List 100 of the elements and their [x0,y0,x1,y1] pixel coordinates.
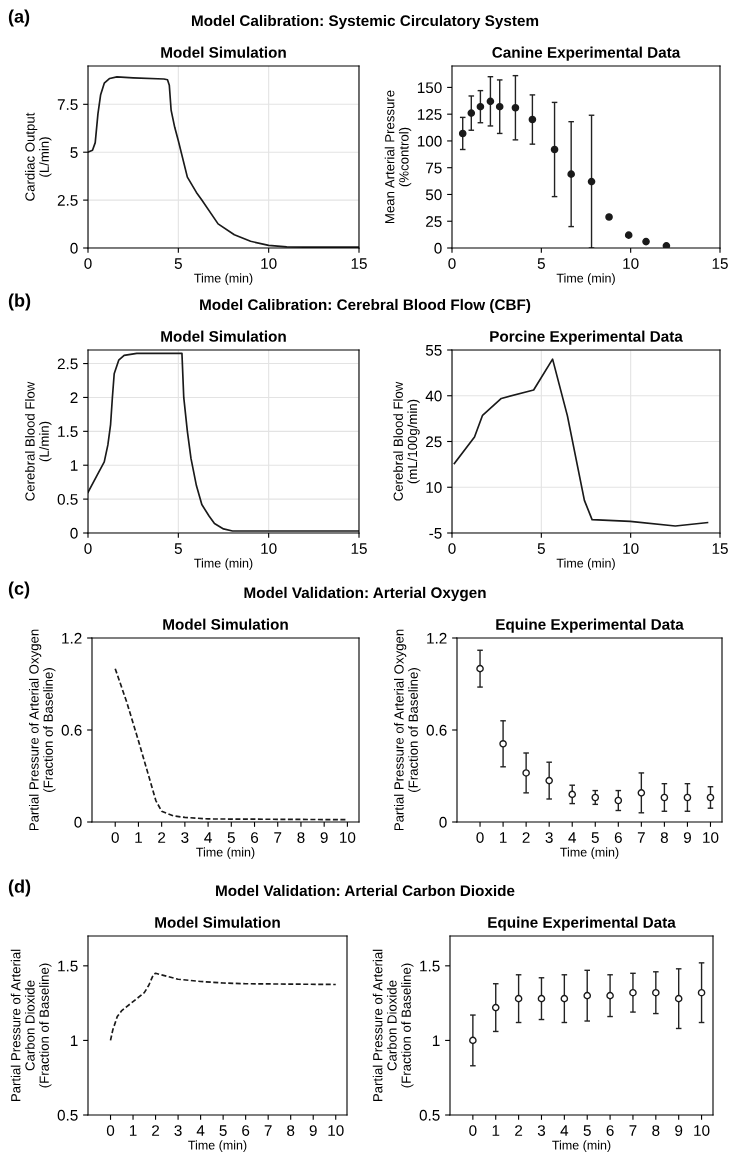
x-axis-title: Time (min) [552,1140,611,1152]
x-axis-title: Time (min) [560,847,619,859]
y-axis-title: Cerebral Blood Flow (L/min) [24,381,52,501]
y-tick-label: 0.6 [61,724,82,736]
line-series [453,358,709,527]
x-tick-label: 15 [712,543,728,554]
x-axis-title: Time (min) [556,558,615,570]
text: Model Calibration: Systemic Circulatory System [191,14,539,30]
chart-title: Porcine Experimental Data [490,330,683,345]
point [550,145,559,154]
x-tick-label: 4 [560,1125,569,1136]
x-tick-label: 1 [500,832,507,843]
y-tick-label: 0 [74,816,82,828]
text: Model Calibration: Cerebral Blood Flow (CBF) [200,298,531,314]
x-tick-label: 6 [251,832,259,843]
x-tick-label: 8 [297,832,305,843]
y-tick-label: 1.5 [420,960,440,972]
text: Model Validation: Arterial Carbon Dioxide [216,884,515,897]
point [568,790,577,799]
x-tick-label: 10 [623,543,639,554]
point [469,1036,477,1045]
y-tick-label: 7.5 [57,99,78,110]
y-tick-label: 100 [417,135,442,147]
x-tick-label: 8 [287,1125,295,1136]
point [567,170,575,178]
x-tick-label: 0 [84,258,92,269]
y-tick-label: 0 [439,816,447,828]
x-axis-title: Time (min) [196,847,255,859]
x-tick-label: 0 [476,832,484,843]
x-tick-label: 0 [448,543,456,554]
x-tick-label: 0 [448,258,456,269]
text: (a) [8,9,30,27]
x-tick-label: 0 [111,832,119,843]
x-tick-label: 10 [703,832,719,843]
text: (d) [8,879,31,897]
x-tick-label: 0 [469,1125,477,1136]
x-tick-label: 1 [492,1125,500,1136]
x-tick-label: 6 [614,832,622,843]
point [514,994,523,1003]
x-tick-label: 4 [568,832,577,843]
point [583,991,592,1000]
y-tick-label: 0 [434,242,442,254]
y-tick-label: 55 [425,345,442,356]
point [683,793,692,802]
y-tick-label: 150 [417,82,442,94]
x-tick-label: 15 [351,258,367,269]
x-axis-title: Time (min) [194,273,253,285]
y-tick-label: 25 [426,436,442,448]
x-tick-label: 5 [583,1125,591,1136]
y-tick-label: 2 [70,392,78,403]
x-tick-label: 5 [174,543,182,554]
x-tick-label: 10 [261,258,277,269]
x-tick-label: 3 [174,1125,182,1136]
chart-title: Model Simulation [155,916,280,928]
y-tick-label: -5 [429,528,442,539]
x-tick-label: 10 [261,543,277,554]
x-tick-label: 6 [606,1125,614,1136]
y-tick-label: 0.5 [57,1109,78,1121]
x-tick-label: 5 [537,543,545,554]
y-tick-label: 50 [425,189,442,201]
point [637,789,646,797]
x-tick-label: 0 [106,1125,115,1136]
point [486,97,495,106]
x-tick-label: 10 [340,832,356,843]
x-tick-label: 8 [660,832,668,843]
y-tick-label: 1.2 [62,632,82,644]
point [467,109,476,117]
chart-title: Model Simulation [161,330,286,342]
x-tick-label: 15 [712,258,728,269]
x-tick-label: 10 [694,1125,710,1136]
x-tick-label: 15 [351,543,367,554]
y-tick-label: 0 [70,527,78,539]
point [660,793,669,802]
point [605,213,613,221]
x-axis-title: Time (min) [556,273,615,285]
point [511,103,520,112]
y-tick-label: 10 [426,482,442,493]
x-tick-label: 4 [204,832,212,843]
chart-title: Equine Experimental Data [496,618,684,633]
x-tick-label: 7 [629,1125,637,1136]
y-tick-label: 125 [417,109,442,120]
point [528,115,537,124]
y-axis-title: Partial Pressure of Arterial Carbon Dioxide (Fraction of Baseline) [10,949,52,1102]
x-tick-label: 9 [309,1125,317,1136]
point [629,988,637,997]
point [495,102,504,111]
x-tick-label: 10 [328,1125,344,1136]
x-tick-label: 3 [545,832,553,843]
y-tick-label: 0.6 [426,724,447,736]
x-tick-label: 5 [537,258,545,269]
x-tick-label: 7 [637,832,645,843]
y-tick-label: 1 [70,1035,78,1046]
point [591,793,600,802]
y-tick-label: 0.5 [57,493,78,505]
y-tick-label: 25 [426,216,442,227]
x-tick-label: 3 [537,1125,546,1136]
y-axis-title: Partial Pressure of Arterial Oxygen (Fraction of Baseline) [28,629,56,831]
y-tick-label: 1.2 [427,632,447,644]
y-axis-title: Mean Arterial Pressure (%control) [384,90,412,224]
x-tick-label: 1 [129,1125,137,1136]
